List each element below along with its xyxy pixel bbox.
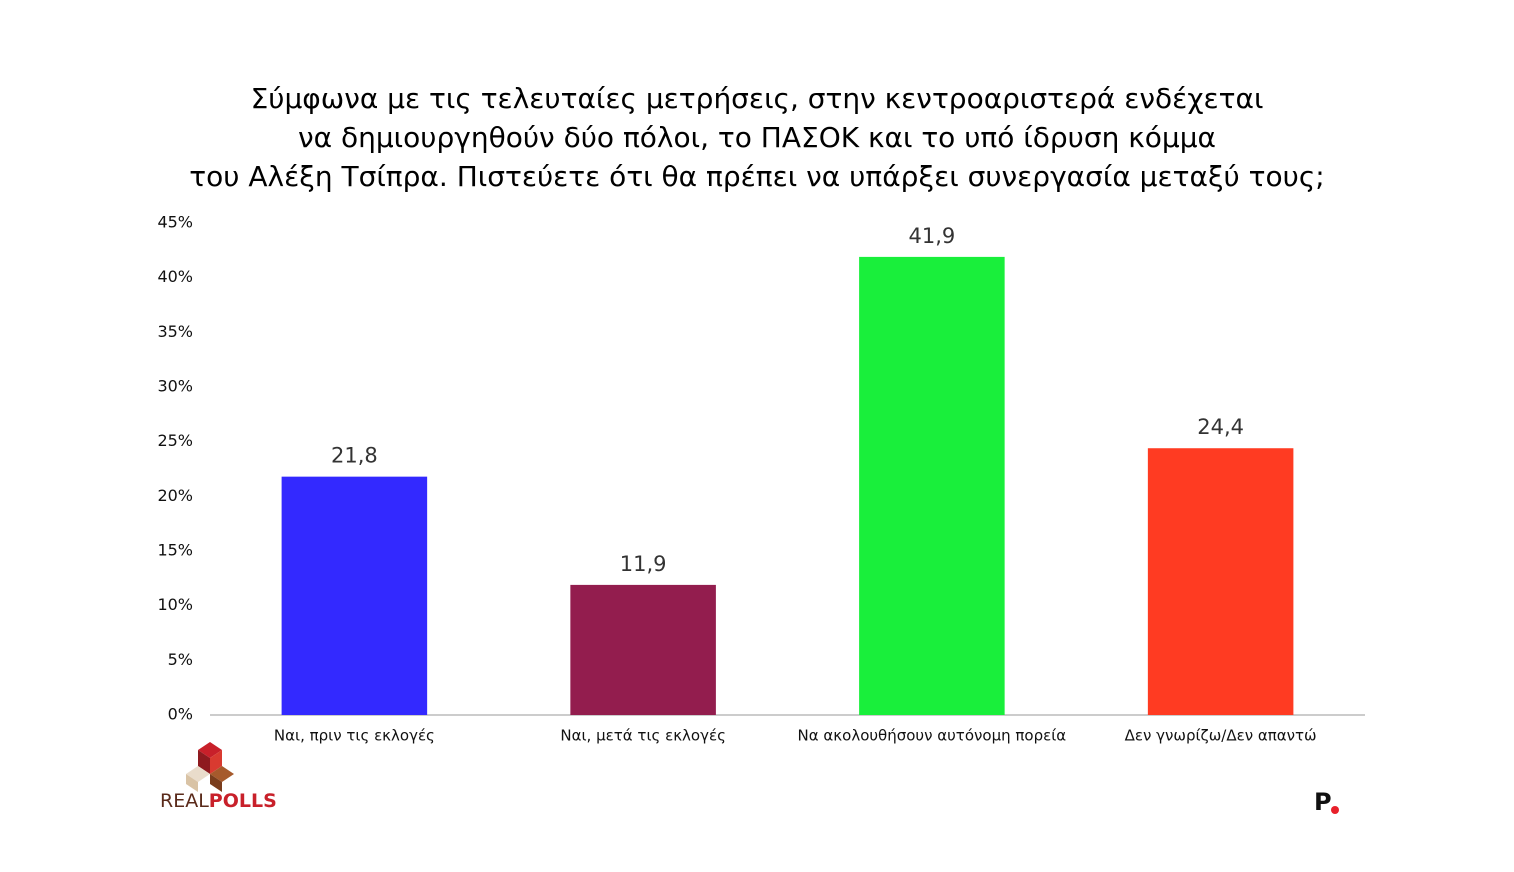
value-label: 21,8 [331,444,378,468]
bar [859,256,1005,715]
x-tick-label: Ναι, πριν τις εκλογές [274,727,435,745]
logo-part: REAL [160,790,209,812]
y-tick-label: 30% [157,377,193,396]
bar [1147,448,1294,715]
y-tick-label: 5% [168,650,193,669]
logo-part: POLLS [209,790,277,812]
y-tick-label: 10% [157,595,193,614]
y-tick-label: 20% [157,486,193,505]
y-tick-label: 45% [157,213,193,232]
y-tick-label: 40% [157,267,193,286]
logo-icon [186,742,234,792]
publisher-logo-dot [1331,806,1339,814]
x-tick-label: Να ακολουθήσουν αυτόνομη πορεία [798,727,1067,745]
chart-title: του Αλέξη Τσίπρα. Πιστεύετε ότι θα πρέπε… [189,160,1324,193]
y-tick-label: 25% [157,431,193,450]
y-tick-label: 35% [157,322,193,341]
y-tick-label: 15% [157,541,193,560]
bar [281,476,428,715]
value-label: 11,9 [620,552,667,576]
logo-text: REALPOLLS [160,790,277,812]
publisher-logo: P [1314,788,1332,816]
value-label: 41,9 [908,224,955,248]
y-tick-label: 0% [168,705,193,724]
chart-title: Σύμφωνα με τις τελευταίες μετρήσεις, στη… [251,82,1264,115]
x-tick-label: Ναι, μετά τις εκλογές [560,727,726,745]
x-tick-label: Δεν γνωρίζω/Δεν απαντώ [1125,727,1317,745]
value-label: 24,4 [1197,415,1244,439]
chart-title: να δημιουργηθούν δύο πόλοι, το ΠΑΣΟΚ και… [298,121,1216,154]
bar [570,584,716,715]
